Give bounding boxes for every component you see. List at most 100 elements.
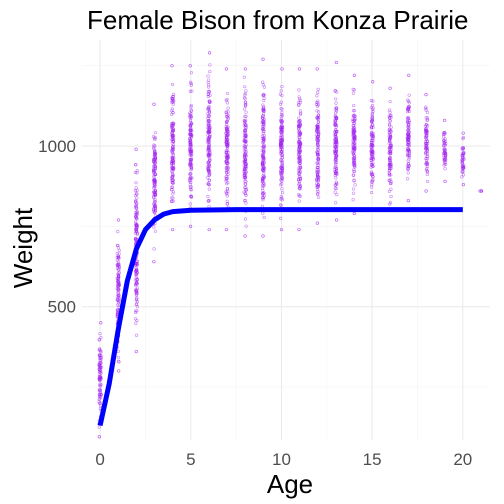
scatter-point: [369, 98, 373, 103]
scatter-point: [261, 108, 266, 112]
scatter-point: [262, 118, 266, 122]
scatter-point: [208, 126, 212, 130]
scatter-point: [352, 169, 356, 173]
scatter-point: [190, 121, 194, 126]
scatter-point: [297, 154, 302, 158]
scatter-point: [153, 229, 158, 233]
scatter-point: [170, 97, 175, 101]
scatter-point: [171, 180, 175, 184]
scatter-point: [297, 103, 301, 107]
scatter-point: [315, 188, 319, 192]
scatter-point: [425, 157, 429, 161]
scatter-point: [98, 390, 102, 394]
scatter-point: [97, 425, 101, 429]
scatter-point: [152, 143, 156, 147]
scatter-point: [461, 137, 465, 141]
scatter-point: [426, 179, 430, 184]
scatter-point: [261, 126, 265, 131]
scatter-point: [406, 167, 410, 171]
scatter-point: [279, 89, 283, 93]
scatter-point: [117, 252, 121, 256]
scatter-point: [116, 255, 121, 260]
scatter-point: [387, 134, 391, 138]
fit-line: [97, 207, 463, 427]
scatter-point: [316, 152, 320, 157]
scatter-point: [334, 218, 339, 222]
scatter-point: [189, 103, 193, 108]
scatter-point: [261, 145, 265, 149]
scatter-point: [206, 112, 210, 116]
scatter-point: [333, 132, 337, 136]
scatter-point: [134, 333, 139, 337]
scatter-point: [117, 282, 121, 286]
x-tick-label: 20: [453, 450, 472, 469]
scatter-point: [352, 114, 356, 118]
scatter-point: [370, 119, 374, 123]
scatter-point: [316, 154, 320, 158]
scatter-point: [334, 166, 339, 170]
scatter-point: [389, 181, 393, 186]
scatter-point: [297, 194, 301, 198]
scatter-point: [135, 211, 139, 215]
scatter-point: [170, 175, 175, 179]
scatter-point: [171, 126, 175, 131]
scatter-point: [425, 148, 430, 152]
scatter-point: [152, 145, 156, 149]
scatter-point: [171, 199, 175, 204]
scatter-point: [242, 170, 246, 174]
scatter-point: [243, 114, 247, 119]
scatter-point: [297, 116, 301, 120]
scatter-point: [134, 309, 138, 313]
scatter-point: [226, 110, 230, 114]
scatter-point: [226, 156, 230, 160]
scatter-point: [316, 90, 320, 95]
scatter-point: [242, 173, 246, 177]
scatter-point: [171, 196, 175, 200]
scatter-point: [206, 146, 211, 151]
scatter-point: [298, 98, 302, 103]
scatter-point: [369, 190, 374, 195]
scatter-point: [262, 139, 266, 143]
scatter-point: [190, 167, 194, 171]
scatter-point: [407, 164, 411, 168]
scatter-point: [117, 266, 121, 270]
scatter-point: [170, 159, 174, 163]
scatter-point: [98, 332, 102, 336]
scatter-point: [135, 229, 139, 233]
scatter-point: [242, 75, 246, 79]
scatter-point: [279, 102, 283, 106]
scatter-point: [208, 70, 212, 74]
scatter-point: [369, 163, 374, 167]
scatter-point: [369, 143, 374, 147]
scatter-point: [261, 157, 265, 161]
scatter-point: [297, 172, 301, 176]
scatter-point: [207, 182, 211, 186]
scatter-point: [297, 130, 301, 134]
scatter-point: [407, 150, 411, 154]
scatter-point: [207, 143, 211, 147]
scatter-point: [134, 181, 138, 185]
scatter-point: [335, 90, 339, 94]
x-axis-title: Age: [267, 469, 313, 499]
scatter-point: [316, 87, 320, 91]
scatter-point: [371, 109, 375, 114]
scatter-point: [298, 174, 302, 179]
scatter-point: [442, 146, 446, 151]
scatter-point: [260, 186, 265, 190]
scatter-point: [369, 170, 374, 174]
scatter-point: [370, 182, 374, 187]
scatter-point: [316, 189, 320, 194]
scatter-point: [244, 179, 248, 184]
scatter-point: [370, 173, 375, 177]
scatter-point: [117, 360, 121, 364]
scatter-point: [389, 180, 393, 184]
scatter-point: [207, 114, 211, 118]
scatter-point: [206, 106, 210, 110]
scatter-point: [462, 165, 466, 169]
x-tick-label: 0: [95, 450, 104, 469]
scatter-point: [171, 148, 175, 152]
scatter-point: [153, 205, 158, 209]
scatter-point: [352, 103, 356, 108]
scatter-point: [262, 129, 266, 133]
scatter-point: [335, 181, 339, 185]
